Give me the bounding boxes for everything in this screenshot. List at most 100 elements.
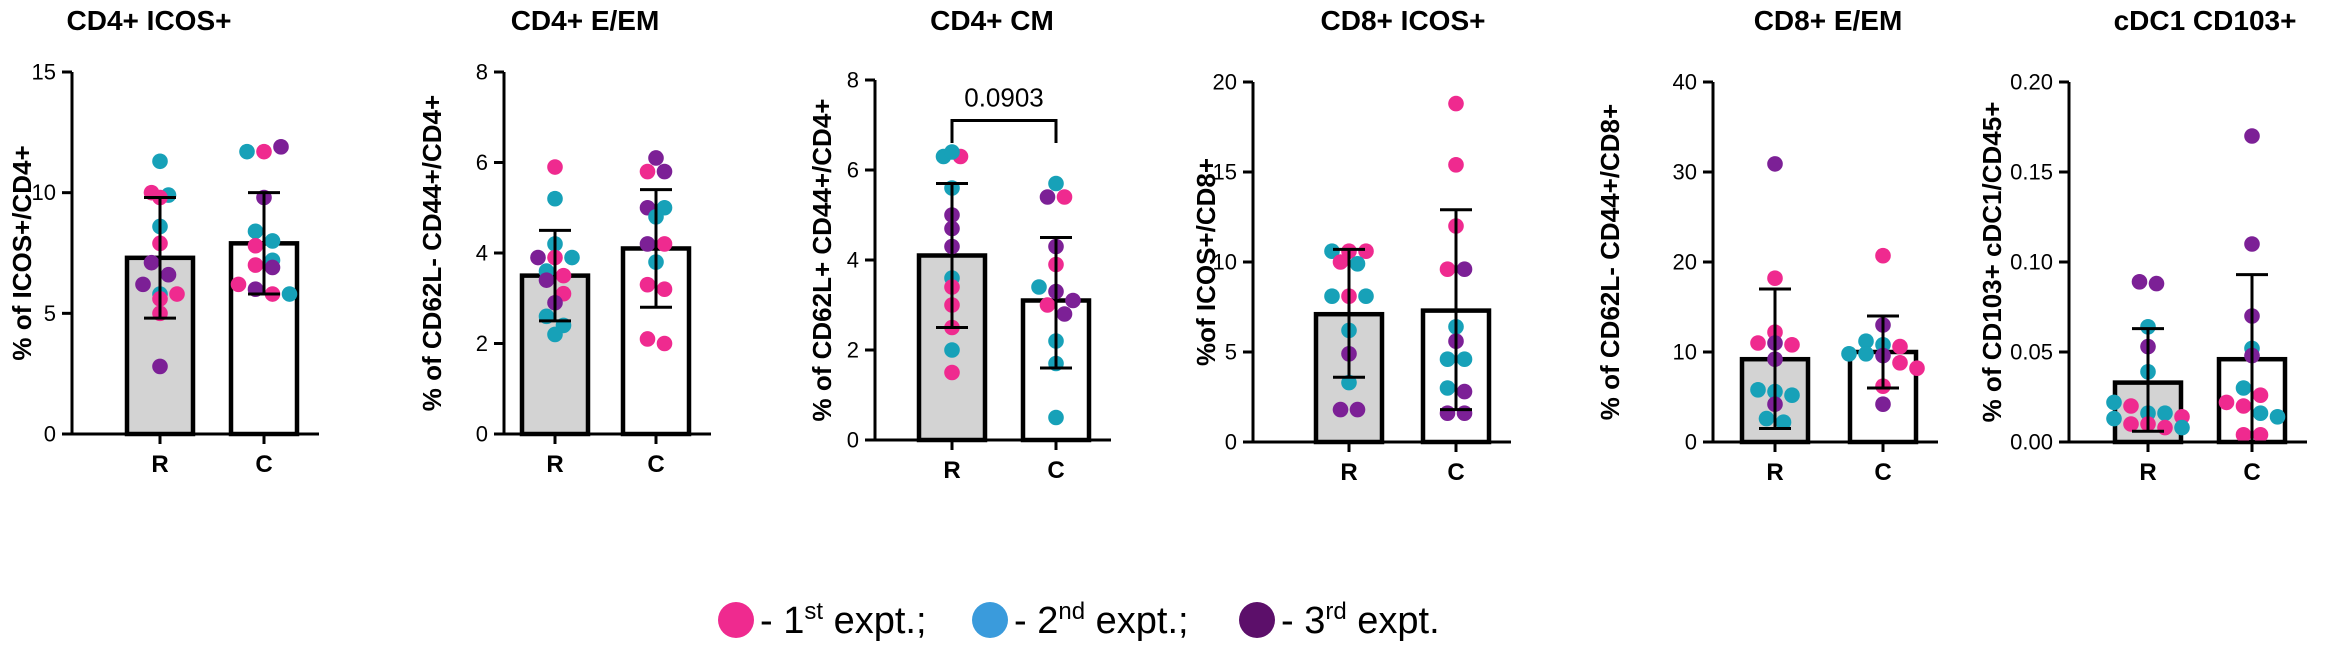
y-tick-label: 15 [32,60,56,85]
x-tick-label: R [546,451,563,478]
data-point [2131,274,2148,290]
legend-superscript: st [804,598,823,625]
y-tick-label: 40 [1673,70,1697,95]
data-point [2235,427,2252,443]
data-point [2106,410,2122,427]
data-point [169,286,185,302]
y-tick-label: 8 [847,68,859,93]
y-tick-label: 0.15 [2010,160,2053,185]
data-point [1349,255,1366,272]
legend-label: - 3rd expt. [1281,598,1440,642]
data-point [2140,319,2156,335]
legend-prefix: - 2 [1014,600,1058,642]
legend-prefix: - 1 [760,600,804,642]
data-point [239,143,255,160]
y-tick-label: 20 [1673,250,1697,275]
data-point [1439,261,1456,278]
data-point [273,139,289,155]
y-tick-label: 10 [1673,340,1697,365]
data-point [160,266,177,283]
data-point [2174,409,2190,425]
legend-suffix: expt.; [823,600,927,642]
data-point [1784,387,1800,404]
data-point [1031,279,1047,295]
data-point [2123,416,2139,432]
y-tick-label: 0 [847,428,859,453]
data-point [1775,414,1792,431]
p-value-annotation: 0.0903 [964,83,1044,113]
data-point [2269,409,2286,425]
data-point [1758,410,1775,427]
y-tick-label: 15 [1213,160,1237,185]
chart-panel-6: cDC1 CD103+ % of CD103+ cDC1/CD45+0.00 0.0… [1977,5,2307,486]
data-point [2244,236,2260,252]
data-point [2252,405,2269,422]
data-point [2157,405,2173,422]
data-point [2252,387,2269,404]
data-point [2174,419,2190,436]
data-point [639,236,656,252]
data-point [247,223,264,240]
data-point [2157,419,2173,436]
data-point [2235,398,2252,414]
chart-panel-4: CD8+ ICOS+ %of ICOS+/CD8+ 0 5 10 15 20 R C [1191,5,1511,486]
data-point [547,159,563,175]
data-point [944,342,960,358]
data-point [1065,292,1081,309]
data-point [547,190,563,207]
data-point [530,249,546,266]
legend-prefix: - 3 [1281,600,1325,642]
y-axis-label: % of CD62L- CD44+/CD8+ [1595,104,1625,420]
data-point [656,335,673,352]
legend-suffix: expt. [1347,600,1440,642]
data-point [656,163,673,180]
legend-superscript: nd [1058,598,1085,625]
data-point [1039,189,1056,205]
y-tick-label: 6 [476,150,488,175]
data-point [264,233,281,249]
data-point [281,286,298,302]
data-point [2106,394,2122,411]
data-point [1892,338,1908,355]
legend-suffix: expt.; [1085,600,1189,642]
y-tick-label: 4 [847,248,859,273]
y-axis-label: % of CD103+ cDC1/CD45+ [1977,102,2007,423]
y-tick-label: 8 [476,60,488,85]
legend-superscript: rd [1325,598,1346,625]
x-tick-label: C [2243,459,2260,486]
y-tick-label: 6 [847,158,859,183]
x-tick-label: C [1047,457,1064,484]
data-point [230,276,247,293]
chart-panel-2: CD4+ E/EM % of CD62L- CD44+/CD4+ 0 2 4 6 8 R C [417,5,711,478]
y-tick-label: 2 [847,338,859,363]
data-point [1448,157,1464,173]
data-point [1767,270,1783,287]
x-tick-label: C [255,451,272,478]
chart-title: CD4+ E/EM [511,5,660,36]
legend-marker [718,602,754,638]
data-point [944,144,960,160]
chart-title: CD8+ ICOS+ [1321,5,1486,36]
data-point [639,163,656,180]
data-point [648,150,664,166]
y-tick-label: 0 [44,422,56,447]
y-tick-label: 0.05 [2010,340,2053,365]
y-tick-label: 0.20 [2010,70,2053,95]
data-point [1875,396,1891,413]
chart-title: CD4+ CM [930,5,1054,36]
data-point [1784,337,1800,353]
data-point [1349,401,1366,418]
data-point [944,364,960,381]
data-point [152,153,168,170]
data-point [1841,346,1857,362]
x-tick-label: R [151,451,168,478]
legend-marker [1239,602,1275,638]
data-point [1448,95,1464,112]
y-axis-label: % of ICOS+/CD4+ [7,145,37,360]
legend-marker [972,602,1008,638]
data-point [1875,247,1891,264]
data-point [1048,175,1064,192]
data-point [1750,382,1766,398]
x-tick-label: C [1447,459,1464,486]
data-point [1324,243,1340,259]
